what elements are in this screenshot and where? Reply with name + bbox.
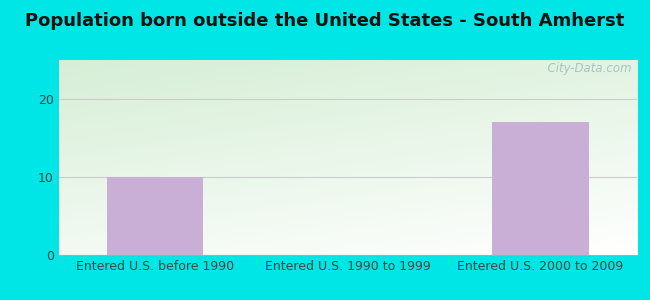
Text: Population born outside the United States - South Amherst: Population born outside the United State… [25, 12, 625, 30]
Text: City-Data.com: City-Data.com [540, 62, 631, 75]
Bar [107, 177, 203, 255]
Bar [493, 122, 589, 255]
